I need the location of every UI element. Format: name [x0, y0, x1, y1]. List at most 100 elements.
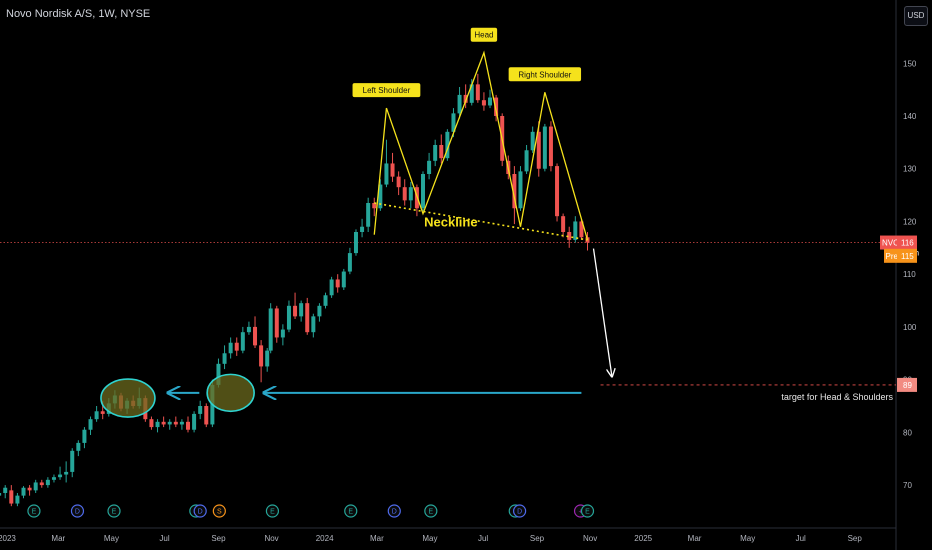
event-marker: D [70, 504, 85, 518]
candle-body [192, 413, 197, 430]
candle [27, 485, 32, 496]
y-tick-label: 70 [903, 481, 912, 490]
candle [311, 313, 316, 338]
x-tick-label: May [740, 534, 755, 543]
candle-body [240, 332, 245, 351]
candle-body [274, 308, 279, 338]
candle-body [82, 429, 87, 443]
candle-body [161, 421, 166, 425]
event-letter: E [270, 509, 275, 516]
candle [384, 139, 389, 188]
candle-body [0, 493, 2, 496]
candle [317, 303, 322, 322]
candle-body [542, 126, 547, 169]
x-tick-label: Mar [688, 534, 702, 543]
candle [222, 345, 227, 370]
event-letter: D [198, 509, 203, 516]
candle [155, 419, 160, 433]
candle-body [33, 482, 38, 491]
x-tick-label: Jul [159, 534, 169, 543]
candle-body [524, 150, 529, 172]
label-box [470, 27, 498, 42]
event-circle [70, 504, 85, 518]
candle [39, 479, 44, 488]
candle [234, 337, 239, 356]
candle-body [268, 308, 273, 351]
candle [433, 139, 438, 167]
y-tick-label: 150 [903, 59, 917, 68]
badge-bg [897, 248, 917, 263]
candle [33, 479, 38, 493]
currency-button[interactable]: USD [904, 6, 928, 26]
candle-body [396, 176, 401, 188]
candle [561, 213, 566, 238]
event-circle [265, 504, 280, 518]
candle-body [234, 342, 239, 351]
candle-body [265, 350, 270, 367]
candle-body [488, 97, 493, 106]
x-tick-label: May [104, 534, 119, 543]
badge-bg [884, 248, 897, 263]
candle-body [512, 174, 517, 209]
candle [21, 486, 26, 499]
x-tick-label: 2025 [634, 534, 652, 543]
candle [469, 79, 474, 106]
candle [45, 477, 50, 488]
label-text: Left Shoulder [363, 86, 411, 95]
candle-body [51, 477, 56, 480]
candle-body [27, 487, 32, 491]
highlight-ellipse [100, 378, 156, 418]
candle [3, 485, 8, 499]
candle [555, 163, 560, 222]
candle-body [494, 97, 499, 116]
candle-body [433, 145, 438, 161]
candle [274, 305, 279, 343]
candle-body [518, 171, 523, 209]
pre-price-badge: Pre 115 [884, 248, 917, 263]
event-marker: E [107, 504, 121, 518]
label-box [508, 67, 582, 82]
candle [167, 419, 172, 430]
candle [396, 171, 401, 196]
candle-body [222, 353, 227, 364]
candle [518, 166, 523, 211]
candle-body [475, 84, 480, 101]
candle-body [198, 406, 203, 414]
candle-body [64, 471, 69, 475]
candle [0, 493, 2, 496]
candle [299, 300, 304, 322]
candle [341, 268, 346, 290]
candle-body [179, 421, 184, 425]
candle-body [70, 450, 75, 472]
candle [439, 134, 444, 164]
label-text: Head [474, 31, 493, 40]
candle-body [317, 305, 322, 317]
x-tick-label: 2023 [0, 534, 16, 543]
candle-body [561, 216, 566, 232]
candle-body [311, 316, 316, 333]
candle [530, 126, 535, 153]
label-text: Right Shoulder [518, 70, 571, 79]
candle-body [384, 163, 389, 185]
event-letter: E [348, 509, 353, 516]
target-price-badge: 89 [897, 377, 917, 392]
x-tick-label: Nov [583, 534, 597, 543]
badge-value: 89 [903, 381, 912, 390]
candle-body [445, 131, 450, 159]
candle-body [378, 184, 383, 209]
candle-body [451, 113, 456, 132]
x-tick-label: Nov [264, 534, 278, 543]
candle [76, 440, 81, 457]
candle [161, 416, 166, 428]
x-tick-label: Mar [370, 534, 384, 543]
candle [192, 411, 197, 433]
candle-body [463, 94, 468, 103]
candle-body [286, 305, 291, 330]
x-tick-label: Mar [51, 534, 65, 543]
event-marker: E [265, 504, 280, 518]
candle [481, 92, 486, 111]
candle-body [439, 145, 444, 159]
y-tick-label: 140 [903, 112, 917, 121]
candle [240, 326, 245, 354]
